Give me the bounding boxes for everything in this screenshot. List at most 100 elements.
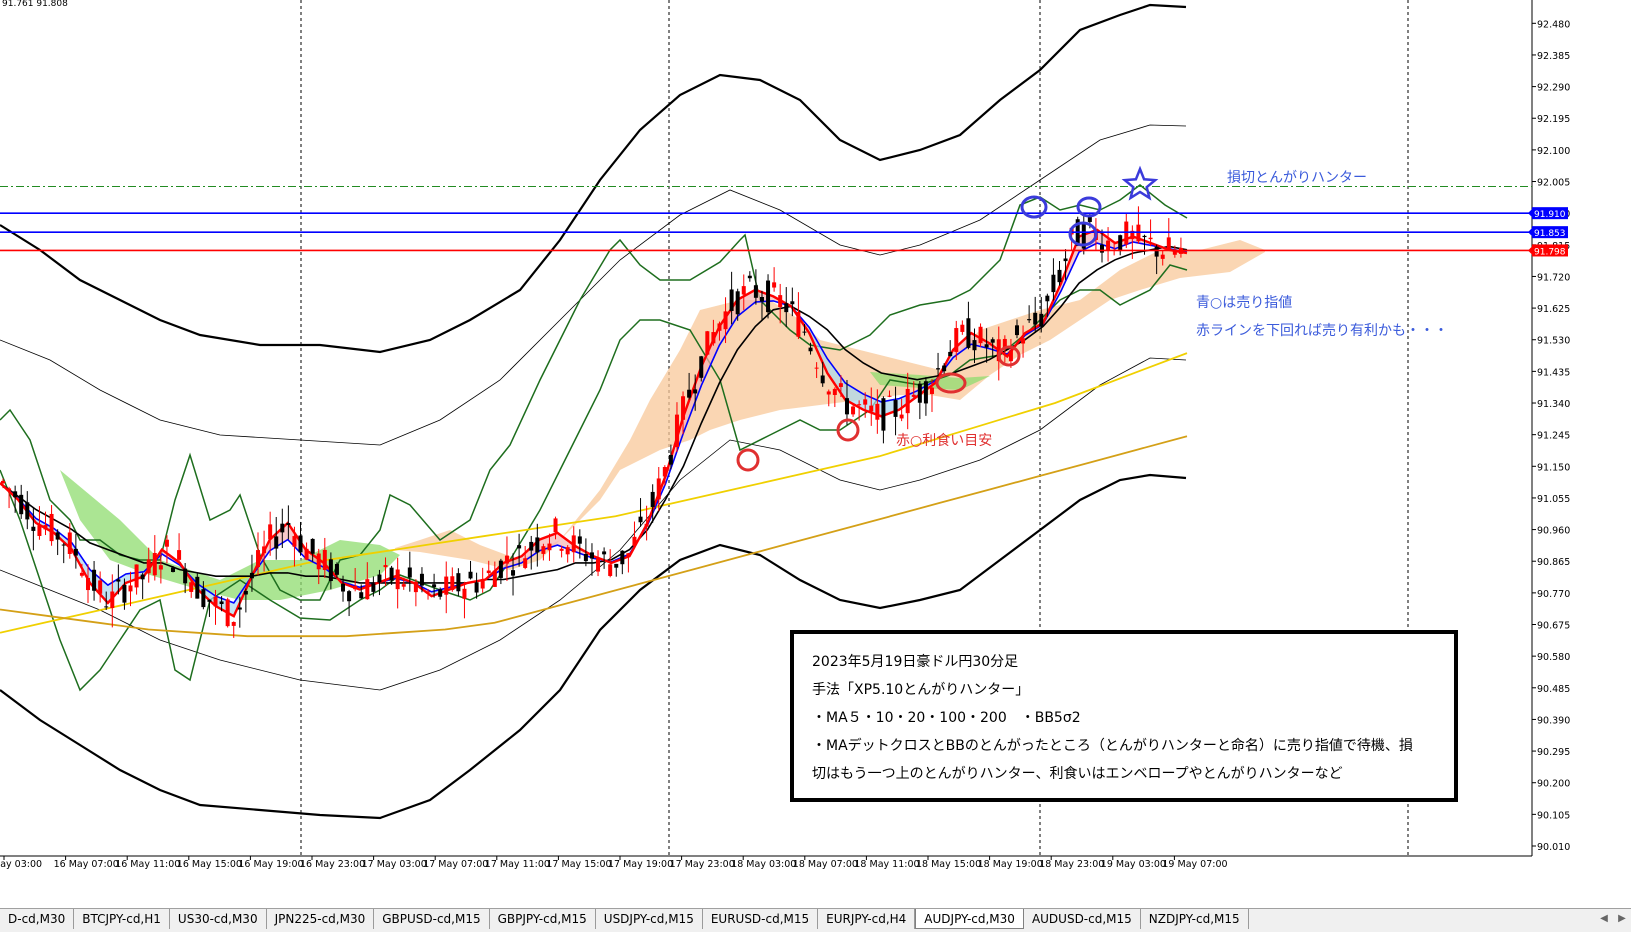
time-tick-label: 16 May 23:00 [300,859,365,870]
time-tick-label: 16 May 11:00 [115,859,180,870]
info-line-exit: 切はもう一つ上のとんがりハンター、利食いはエンベロープやとんがりハンターなど [812,766,1343,782]
price-tick-label: 91.150 [1537,462,1570,473]
candle-body [468,571,473,579]
candle-body [498,560,503,578]
candle-body [1166,237,1171,251]
candle-body [183,568,188,584]
candle-body [359,592,364,599]
price-tick-label: 90.295 [1537,747,1570,758]
candle-body [450,576,455,591]
candle-body [31,526,36,531]
candle-body [438,589,443,597]
tab-audusd[interactable]: AUDUSD-cd,M15 [1024,909,1141,929]
price-tick-label: 91.340 [1537,399,1570,410]
candle-body [334,563,339,575]
price-tick-label: 90.580 [1537,652,1570,663]
candle-body [389,567,394,581]
envelope-upper-line [0,3,1187,354]
candle-body [104,606,109,608]
tab-eurjpy[interactable]: EURJPY-cd,H4 [818,909,916,929]
time-tick-label: 17 May 03:00 [362,859,427,870]
time-tick-label: May 03:00 [0,859,42,870]
price-tick-label: 92.385 [1537,51,1570,62]
scroll-right-icon[interactable]: ▶ [1618,913,1626,924]
candle-body [681,396,686,420]
candle-body [116,579,121,582]
candle-body [517,545,522,549]
candle-body [128,585,133,592]
candle-body [61,544,66,546]
candle-body [565,547,570,555]
candle-body [256,550,261,568]
candle-body [620,550,625,565]
info-line-rule: ・MAデットクロスとBBのとんがったところ（とんがりハンターと命名）に売り指値で… [812,738,1413,754]
candle-body [86,577,91,591]
candle-body [37,525,42,536]
candle-body [49,513,54,542]
time-tick-label: 19 May 07:00 [1162,859,1227,870]
tab-gbpjpy[interactable]: GBPJPY-cd,M15 [490,909,596,929]
candle-body [1172,250,1177,255]
candle-body [589,552,594,559]
candle-body [122,584,127,603]
tab-nzdjpy[interactable]: NZDJPY-cd,M15 [1141,909,1249,929]
tab-gbpusd[interactable]: GBPUSD-cd,M15 [374,909,490,929]
candle-body [1148,237,1153,240]
candle-body [729,289,734,311]
blue-sell-circle-0 [1020,195,1048,219]
candle-body [1027,319,1032,321]
scroll-left-icon[interactable]: ◀ [1600,913,1608,924]
price-tick-label: 91.720 [1537,272,1570,283]
red-take-profit-circle-1 [836,418,860,442]
tab-audjpy[interactable]: AUDJPY-cd,M30 [915,909,1024,929]
ma-cross-fill [737,289,756,317]
time-tick-label: 18 May 19:00 [978,859,1043,870]
candle-body [693,389,698,394]
time-tick-label: 16 May 19:00 [238,859,303,870]
candle-body [808,347,813,352]
candle-body [553,518,558,533]
candle-body [1033,312,1038,325]
price-tick-label: 92.100 [1537,146,1570,157]
tab-jpn225[interactable]: JPN225-cd,M30 [267,909,375,929]
candle-body [1099,244,1104,253]
candle-body [304,548,309,560]
stop-loss-star-icon [1121,165,1159,201]
candle-body [1136,224,1141,242]
chart-tab-bar: D-cd,M30 BTCJPY-cd,H1 US30-cd,M30 JPN225… [0,908,1631,932]
tab-0[interactable]: D-cd,M30 [0,909,75,929]
price-tick-label: 90.105 [1537,810,1570,821]
candle-body [1014,325,1019,336]
candle-body [492,570,497,587]
candle-body [905,388,910,414]
candle-body [911,394,916,397]
candle-body [1002,338,1007,348]
candle-body [1130,230,1135,240]
tab-us30[interactable]: US30-cd,M30 [170,909,267,929]
candle-body [1063,258,1068,262]
candle-body [954,328,959,352]
chart-area[interactable]: 92.480 92.385 92.290 92.195 92.100 92.005 91.9… [0,0,1631,897]
candle-body [790,301,795,305]
candle-body [972,340,977,351]
price-chart[interactable]: 92.480 92.385 92.290 92.195 92.100 92.005 91.9… [0,0,1631,897]
candle-body [717,323,722,331]
candle-body [219,601,224,605]
envelope-lower-line [0,473,1187,820]
candle-body [875,403,880,420]
tab-btcjpy[interactable]: BTCJPY-cd,H1 [74,909,170,929]
candle-body [426,591,431,593]
price-tick-label: 90.675 [1537,621,1570,632]
candle-body [213,596,218,607]
candle-body [802,331,807,333]
time-tick-label: 18 May 23:00 [1039,859,1104,870]
candle-body [164,539,169,547]
candle-body [177,550,182,560]
tab-usdjpy[interactable]: USDJPY-cd,M15 [596,909,703,929]
candle-body [310,538,315,554]
candle-body [541,546,546,554]
price-tick-label: 91.625 [1537,304,1570,315]
candle-body [1087,215,1092,222]
tab-eurusd[interactable]: EURUSD-cd,M15 [703,909,819,929]
candle-body [559,548,564,551]
